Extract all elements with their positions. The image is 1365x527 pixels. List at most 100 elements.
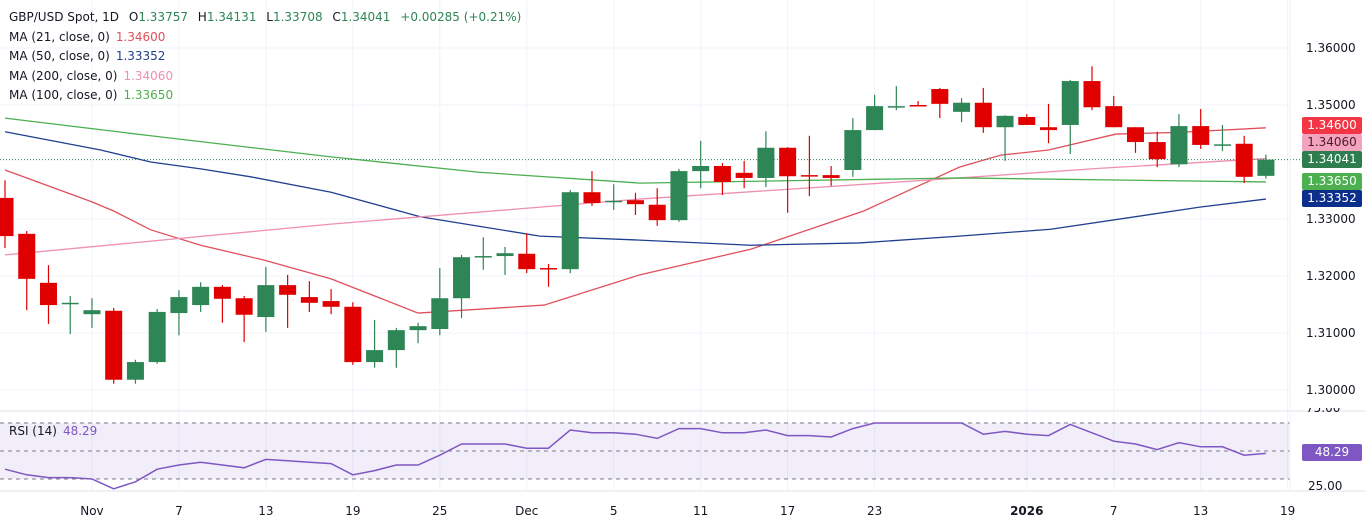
rsi-legend[interactable]: RSI (14) 48.29 [9, 424, 97, 438]
candle-down [235, 298, 253, 315]
candle-up [431, 298, 449, 330]
candle-up [453, 257, 471, 299]
candle-up [61, 302, 79, 305]
candle-up [126, 362, 144, 380]
open-label: O [128, 10, 139, 24]
ma-line [4, 131, 1266, 246]
ma200-price-label: 1.34060 [1302, 134, 1362, 151]
candle-up [887, 106, 905, 108]
candle-down [39, 282, 57, 306]
candle-down [1083, 81, 1101, 108]
legend: GBP/USD Spot, 1D O1.33757 H1.34131 L1.33… [9, 8, 521, 106]
candle-up [257, 285, 275, 318]
ma-line [4, 127, 1266, 314]
candle-down [540, 268, 557, 270]
x-tick-label: Nov [80, 504, 103, 518]
x-tick-label: 23 [867, 504, 882, 518]
candle-down [1148, 142, 1166, 160]
candle-down [735, 172, 753, 178]
candle-down [583, 192, 601, 204]
ma21-price-label: 1.34600 [1302, 117, 1362, 134]
rsi-pane [0, 422, 1290, 490]
candle-down [518, 253, 536, 270]
candle-down [822, 175, 840, 178]
ma-value: 1.33650 [123, 88, 174, 102]
ma200-legend[interactable]: MA (200, close, 0) 1.34060 [9, 67, 521, 87]
close-label: C [332, 10, 341, 24]
candle-up [148, 311, 166, 363]
candle-up [409, 326, 427, 331]
high-value: 1.34131 [206, 10, 257, 24]
x-tick-label: Dec [515, 504, 538, 518]
ma-label: MA (50, close, 0) [9, 49, 110, 63]
grid [0, 0, 1290, 490]
rsi-axis-75: 75.00 [1306, 408, 1341, 415]
x-tick-label: 19 [345, 504, 360, 518]
ma21-legend[interactable]: MA (21, close, 0) 1.34600 [9, 28, 521, 48]
candle-down [1040, 127, 1058, 131]
candle-up [605, 200, 623, 203]
x-tick-label: 5 [610, 504, 618, 518]
close-value: 1.34041 [340, 10, 391, 24]
candle-down [1235, 143, 1253, 177]
candle-up [670, 171, 688, 221]
low-value: 1.33708 [272, 10, 323, 24]
candle-down [648, 204, 666, 221]
rsi-line [4, 422, 1266, 490]
candle-down [713, 165, 731, 182]
candle-down [18, 233, 36, 279]
ma-label: MA (200, close, 0) [9, 68, 118, 83]
candle-up [1213, 144, 1231, 146]
ma-label: MA (21, close, 0) [9, 29, 110, 44]
moving-averages [0, 117, 1300, 314]
last-price-label: 1.34041 [1302, 151, 1362, 168]
x-tick-label: 25 [432, 504, 447, 518]
change-value: +0.00285 (+0.21%) [400, 10, 522, 24]
candle-down [1105, 106, 1123, 128]
rsi-label: RSI (14) [9, 424, 57, 438]
x-tick-label: 7 [1110, 504, 1118, 518]
candle-up [866, 106, 884, 131]
y-tick-label: 1.30000 [1306, 383, 1356, 397]
x-tick-label: 13 [1193, 504, 1208, 518]
candle-up [1061, 81, 1079, 125]
candle-down [909, 105, 927, 107]
ma100-legend[interactable]: MA (100, close, 0) 1.33650 [9, 86, 521, 106]
candle-down [974, 102, 992, 128]
candle-down [300, 297, 318, 303]
x-tick-label: 11 [693, 504, 708, 518]
ma-label: MA (100, close, 0) [9, 88, 118, 102]
candle-up [366, 350, 384, 363]
candle-down [931, 89, 949, 104]
candle-up [170, 297, 188, 314]
candle-up [953, 102, 971, 112]
candle-down [0, 197, 14, 237]
y-tick-label: 1.32000 [1306, 269, 1356, 283]
candle-up [1257, 159, 1275, 176]
ma-value: 1.34060 [123, 68, 174, 83]
candle-up [996, 115, 1014, 128]
open-value: 1.33757 [138, 10, 188, 24]
candle-up [474, 256, 492, 258]
candle-up [192, 286, 210, 306]
x-tick-label: 13 [258, 504, 273, 518]
x-tick-label: 7 [175, 504, 183, 518]
candle-up [692, 165, 710, 172]
y-tick-label: 1.31000 [1306, 326, 1356, 340]
candles [0, 66, 1275, 384]
candle-down [322, 301, 340, 307]
candle-up [1170, 126, 1188, 165]
candle-down [105, 310, 123, 380]
candle-down [626, 200, 644, 205]
candle-up [844, 130, 862, 170]
candle-up [387, 330, 405, 351]
high-label: H [197, 10, 207, 24]
candle-down [279, 285, 297, 295]
candle-down [213, 286, 231, 299]
y-tick-label: 1.36000 [1306, 41, 1356, 55]
low-label: L [266, 10, 273, 24]
ma50-legend[interactable]: MA (50, close, 0) 1.33352 [9, 47, 521, 67]
ma-line [4, 117, 1266, 184]
